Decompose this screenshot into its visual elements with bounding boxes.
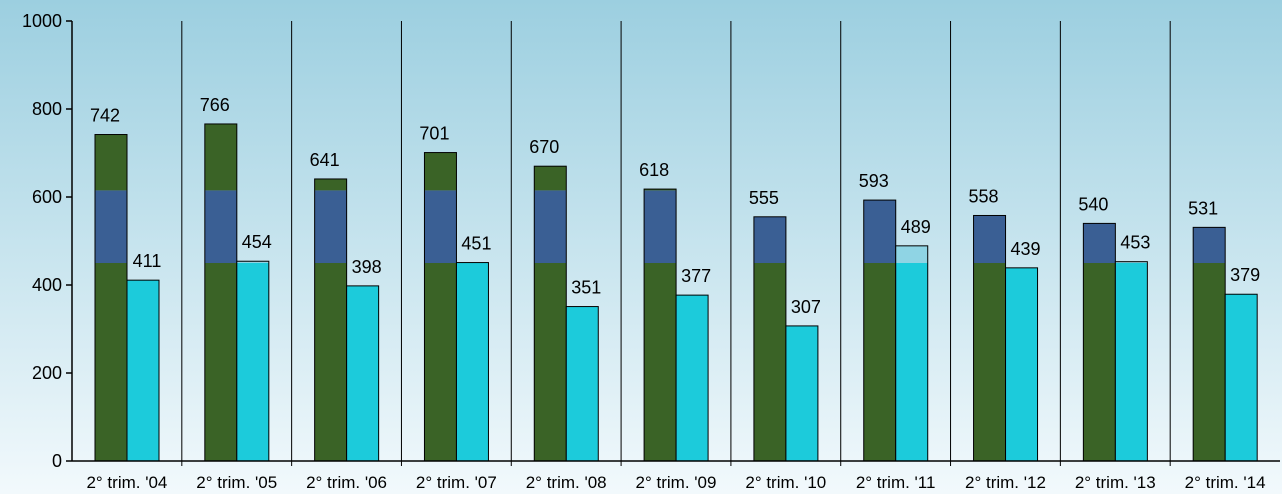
x-tick-label-2: 2° trim. '06 bbox=[306, 473, 387, 492]
data-label-right-4: 351 bbox=[571, 278, 601, 298]
x-tick-label-0: 2° trim. '04 bbox=[86, 473, 167, 492]
y-tick-label-1: 200 bbox=[32, 363, 62, 383]
data-label-left-4: 670 bbox=[529, 137, 559, 157]
bar-right-7-segment-0 bbox=[895, 263, 928, 461]
bar-left-5-segment-1 bbox=[644, 190, 677, 263]
bar-left-2-segment-0 bbox=[314, 263, 347, 461]
data-label-left-1: 766 bbox=[200, 95, 230, 115]
bar-left-6-segment-1 bbox=[753, 216, 786, 263]
y-tick-label-3: 600 bbox=[32, 187, 62, 207]
bar-right-7-segment-1 bbox=[895, 245, 928, 263]
bar-left-8-segment-1 bbox=[973, 215, 1006, 263]
bar-right-1-segment-0 bbox=[236, 263, 269, 461]
bar-left-1-segment-0 bbox=[204, 263, 237, 461]
data-label-right-6: 307 bbox=[791, 297, 821, 317]
bar-left-4-segment-1 bbox=[534, 190, 567, 263]
bar-left-10-segment-0 bbox=[1193, 263, 1226, 461]
bar-right-0-segment-0 bbox=[127, 280, 159, 461]
bar-left-0-segment-2 bbox=[95, 134, 127, 191]
bar-left-6-segment-0 bbox=[753, 263, 786, 461]
data-label-left-7: 593 bbox=[859, 171, 889, 191]
x-tick-label-7: 2° trim. '11 bbox=[856, 473, 936, 492]
data-label-left-5: 618 bbox=[639, 160, 669, 180]
bar-left-4-segment-2 bbox=[534, 166, 567, 191]
x-tick-label-1: 2° trim. '05 bbox=[196, 473, 277, 492]
bar-right-5-segment-0 bbox=[676, 295, 709, 461]
x-tick-label-9: 2° trim. '13 bbox=[1075, 473, 1156, 492]
bar-right-10-segment-0 bbox=[1225, 294, 1258, 461]
data-label-left-6: 555 bbox=[749, 188, 779, 208]
x-tick-label-5: 2° trim. '09 bbox=[636, 473, 717, 492]
data-label-left-10: 531 bbox=[1188, 198, 1218, 218]
bar-right-9-segment-1 bbox=[1115, 261, 1148, 263]
bar-left-9-segment-1 bbox=[1083, 223, 1116, 263]
data-label-right-5: 377 bbox=[681, 266, 711, 286]
bar-left-5-segment-0 bbox=[644, 263, 677, 461]
bar-left-5-segment-2 bbox=[644, 189, 677, 191]
bar-left-9-segment-0 bbox=[1083, 263, 1116, 461]
y-tick-label-0: 0 bbox=[52, 451, 62, 471]
data-label-right-3: 451 bbox=[461, 234, 491, 254]
bar-left-7-segment-1 bbox=[863, 200, 896, 263]
data-label-right-10: 379 bbox=[1230, 265, 1260, 285]
bar-left-1-segment-1 bbox=[204, 190, 237, 263]
data-label-right-9: 453 bbox=[1120, 233, 1150, 253]
data-label-right-7: 489 bbox=[901, 217, 931, 237]
bar-left-2-segment-1 bbox=[314, 190, 347, 263]
bar-left-7-segment-0 bbox=[863, 263, 896, 461]
data-label-left-2: 641 bbox=[310, 150, 340, 170]
bar-left-3-segment-2 bbox=[424, 152, 457, 191]
data-label-left-3: 701 bbox=[419, 124, 449, 144]
x-tick-label-3: 2° trim. '07 bbox=[416, 473, 497, 492]
x-tick-label-8: 2° trim. '12 bbox=[965, 473, 1046, 492]
x-tick-label-4: 2° trim. '08 bbox=[526, 473, 607, 492]
bar-left-8-segment-0 bbox=[973, 263, 1006, 461]
bar-right-1-segment-1 bbox=[236, 261, 269, 263]
bar-left-10-segment-1 bbox=[1193, 227, 1226, 263]
bar-right-9-segment-0 bbox=[1115, 263, 1148, 461]
y-tick-label-5: 1000 bbox=[22, 11, 62, 31]
bar-right-3-segment-0 bbox=[456, 263, 489, 461]
y-tick-label-4: 800 bbox=[32, 99, 62, 119]
data-label-right-2: 398 bbox=[352, 257, 382, 277]
data-label-right-1: 454 bbox=[242, 232, 272, 252]
bar-left-3-segment-1 bbox=[424, 190, 457, 263]
bar-left-0-segment-1 bbox=[95, 190, 127, 263]
bar-left-1-segment-2 bbox=[204, 123, 237, 191]
bar-right-4-segment-0 bbox=[566, 306, 599, 461]
bar-left-4-segment-0 bbox=[534, 263, 567, 461]
data-label-right-0: 411 bbox=[133, 251, 162, 271]
bar-right-8-segment-0 bbox=[1005, 267, 1038, 461]
bar-left-2-segment-2 bbox=[314, 178, 347, 191]
data-label-left-8: 558 bbox=[969, 186, 999, 206]
bar-right-6-segment-0 bbox=[785, 325, 818, 461]
x-tick-label-10: 2° trim. '14 bbox=[1185, 473, 1266, 492]
bar-right-2-segment-0 bbox=[346, 285, 379, 461]
data-label-right-8: 439 bbox=[1011, 239, 1041, 259]
y-tick-label-2: 400 bbox=[32, 275, 62, 295]
data-label-left-9: 540 bbox=[1078, 194, 1108, 214]
bar-left-3-segment-0 bbox=[424, 263, 457, 461]
bar-left-0-segment-0 bbox=[95, 263, 127, 461]
data-label-left-0: 742 bbox=[90, 106, 120, 126]
x-tick-label-6: 2° trim. '10 bbox=[745, 473, 826, 492]
